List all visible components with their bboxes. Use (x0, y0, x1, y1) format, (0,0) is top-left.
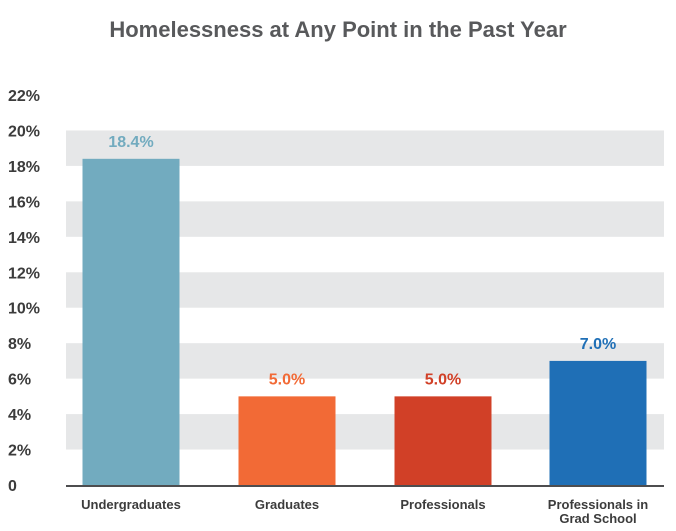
y-axis-ticks: 0 2% 4% 6% 8% 10% 12% 14% 16% 18% 20% 22% (8, 88, 40, 495)
category-label: Professionals (400, 497, 485, 512)
y-tick-label: 6% (8, 372, 31, 389)
y-tick-label: 14% (8, 230, 40, 247)
data-label: 18.4% (108, 134, 153, 151)
y-tick-label: 2% (8, 443, 31, 460)
category-labels: Undergraduates Graduates Professionals Prof… (81, 497, 648, 526)
data-labels: 18.4% 5.0% 5.0% 7.0% (108, 134, 616, 389)
chart-title: Homelessness at Any Point in the Past Ye… (109, 17, 567, 42)
category-label: Undergraduates (81, 497, 181, 512)
bar (394, 396, 492, 485)
y-tick-label: 8% (8, 336, 31, 353)
y-tick-label: 10% (8, 301, 40, 318)
data-label: 5.0% (269, 371, 305, 388)
y-tick-label: 18% (8, 159, 40, 176)
category-label: Graduates (255, 497, 319, 512)
data-label: 5.0% (425, 371, 461, 388)
bars-group (82, 158, 647, 485)
y-tick-label: 0 (8, 478, 17, 495)
y-tick-label: 22% (8, 88, 40, 105)
bar (82, 158, 180, 485)
y-tick-label: 4% (8, 407, 31, 424)
bar (549, 360, 647, 485)
bar (238, 396, 336, 485)
category-label: Professionals in Grad School (548, 497, 648, 526)
y-tick-label: 16% (8, 194, 40, 211)
y-tick-label: 20% (8, 123, 40, 140)
y-tick-label: 12% (8, 265, 40, 282)
data-label: 7.0% (580, 336, 616, 353)
